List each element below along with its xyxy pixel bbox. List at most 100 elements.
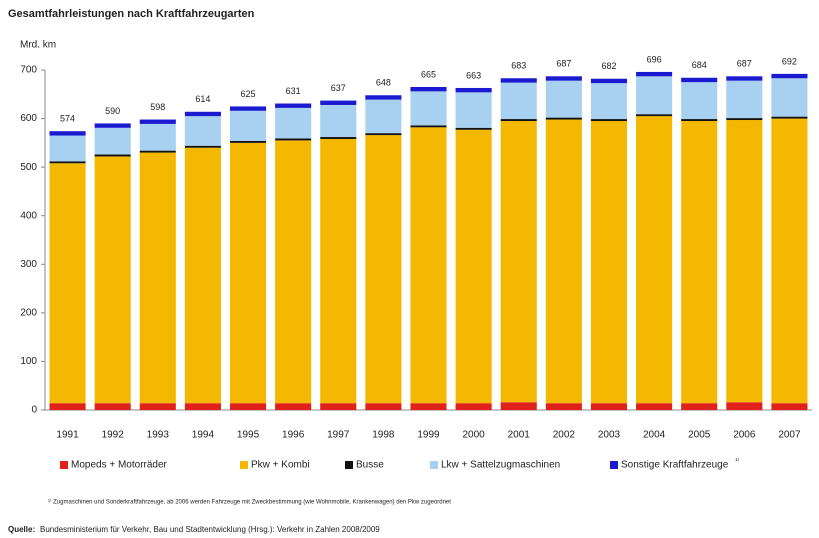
bar-segment: [229, 106, 267, 111]
bar-segment: [681, 119, 718, 121]
bar-segment: [681, 403, 718, 410]
bar-segment: [365, 95, 402, 100]
bar-segment: [275, 403, 312, 410]
total-label: 614: [195, 94, 210, 104]
total-label: 687: [737, 59, 752, 69]
total-label: 687: [556, 59, 571, 69]
bar-segment: [139, 123, 176, 151]
source-label: Quelle:: [8, 525, 35, 534]
bar-segment: [275, 103, 312, 108]
legend-label: Pkw + Kombi: [251, 460, 310, 471]
bar-segment: [275, 107, 312, 139]
x-tick-label: 1993: [147, 430, 170, 441]
bar-segment: [590, 78, 628, 84]
bar-segment: [320, 100, 357, 105]
bar-segment: [681, 82, 718, 120]
x-tick-label: 2001: [508, 430, 531, 441]
bar-segment: [771, 73, 808, 79]
bar-segment: [590, 119, 628, 121]
total-label: 682: [601, 61, 616, 71]
y-tick-label: 700: [20, 65, 37, 76]
bar-segment: [320, 138, 357, 404]
bar-segment: [49, 131, 86, 136]
bar-segment: [590, 121, 628, 404]
bar-segment: [726, 80, 763, 119]
x-tick-label: 2002: [553, 430, 576, 441]
bar-segment: [320, 137, 357, 139]
bar-segment: [726, 402, 763, 410]
total-label: 631: [286, 86, 301, 96]
bar-segment: [184, 145, 221, 148]
bar-segment: [545, 117, 582, 120]
x-tick-label: 2005: [688, 430, 711, 441]
bar-segment: [139, 119, 176, 124]
bar-segment: [94, 127, 131, 155]
y-tick-label: 300: [20, 259, 37, 270]
x-tick-label: 1999: [417, 430, 440, 441]
bar-segment: [49, 161, 86, 164]
y-tick-label: 600: [20, 113, 37, 124]
total-label: 648: [376, 78, 391, 88]
bar-segment: [500, 121, 537, 403]
total-label: 663: [466, 70, 481, 80]
total-label: 692: [782, 56, 797, 66]
bar-segment: [139, 403, 176, 410]
bar-segment: [49, 403, 86, 410]
legend-swatch: [345, 461, 353, 469]
bar-segment: [229, 403, 267, 410]
x-tick-label: 2006: [733, 430, 756, 441]
bar-segment: [545, 80, 582, 118]
total-label: 696: [647, 54, 662, 64]
bar-segment: [184, 111, 221, 117]
footnote: ¹⁾ Zugmaschinen und Sonderkraftfahrzeuge…: [48, 499, 451, 506]
bar-segment: [94, 123, 131, 128]
bar-segment: [229, 142, 267, 404]
bar-segment: [365, 133, 402, 136]
bar-segment: [636, 116, 673, 404]
bar-segment: [771, 78, 808, 117]
bar-segment: [184, 403, 221, 410]
legend-note: ¹⁾: [735, 457, 739, 465]
bar-segment: [94, 403, 131, 410]
bar-segment: [636, 71, 673, 77]
legend-label: Sonstige Kraftfahrzeuge: [621, 460, 729, 471]
bar-segment: [500, 119, 537, 121]
x-tick-label: 2004: [643, 430, 666, 441]
bar-segment: [275, 140, 312, 404]
bar-segment: [500, 82, 537, 120]
x-tick-label: 1991: [56, 430, 79, 441]
y-tick-label: 100: [20, 356, 37, 367]
bar-segment: [275, 138, 312, 141]
bar-segment: [229, 140, 267, 143]
y-axis-label: Mrd. km: [20, 40, 56, 51]
bar-segment: [410, 87, 447, 92]
bar-segment: [94, 156, 131, 404]
bar-segment: [636, 76, 673, 115]
bar-segment: [500, 402, 537, 410]
bar-segment: [455, 87, 492, 93]
total-label: 625: [241, 89, 256, 99]
bar-segment: [771, 118, 808, 404]
bar-segment: [229, 110, 267, 141]
bar-segment: [681, 121, 718, 404]
total-label: 598: [150, 102, 165, 112]
x-tick-label: 1995: [237, 430, 260, 441]
x-tick-label: 1994: [192, 430, 215, 441]
x-tick-label: 2000: [462, 430, 485, 441]
bar-segment: [184, 116, 221, 146]
x-tick-label: 1996: [282, 430, 305, 441]
legend-swatch: [430, 461, 438, 469]
bar-segment: [365, 403, 402, 410]
bar-segment: [49, 135, 86, 162]
bar-segment: [771, 116, 808, 119]
source: Bundesministerium für Verkehr, Bau und S…: [40, 525, 380, 534]
bar-segment: [455, 129, 492, 404]
legend-label: Mopeds + Motorräder: [71, 460, 168, 471]
y-tick-label: 500: [20, 162, 37, 173]
x-tick-label: 1992: [102, 430, 125, 441]
bar-segment: [726, 120, 763, 403]
bar-segment: [455, 403, 492, 410]
bar-segment: [636, 114, 673, 117]
bar-segment: [455, 127, 492, 130]
bar-segment: [681, 77, 718, 83]
